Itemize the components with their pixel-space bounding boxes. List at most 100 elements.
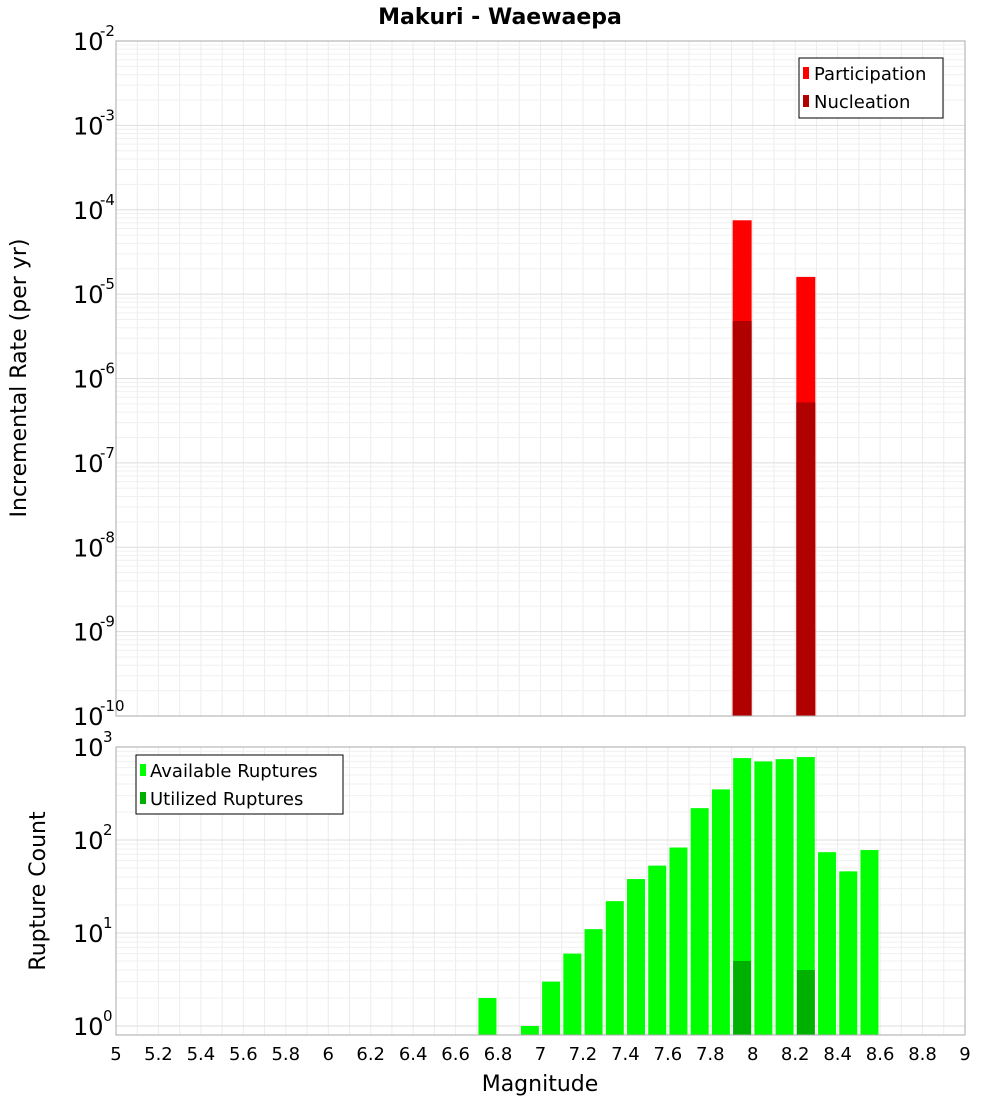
available-ruptures-bar	[478, 997, 497, 1035]
rate-y-tick-base: 10	[73, 281, 104, 309]
rate-y-tick-base: 10	[73, 703, 104, 731]
utilized-ruptures-bar	[733, 960, 752, 1035]
x-tick-label: 6	[323, 1044, 334, 1065]
available-ruptures-bar	[605, 901, 624, 1035]
x-tick-label: 7.4	[611, 1044, 640, 1065]
rate-y-tick-exponent: -3	[100, 106, 115, 124]
x-tick-label: 6.6	[441, 1044, 470, 1065]
x-tick-label: 5.2	[144, 1044, 173, 1065]
count-y-tick-base: 10	[73, 827, 104, 855]
x-tick-label: 7.8	[696, 1044, 725, 1065]
x-tick-label: 5.6	[229, 1044, 258, 1065]
available-ruptures-bar	[775, 759, 794, 1035]
rate-y-tick-label: 10-3	[73, 106, 115, 140]
rate-y-tick-label: 10-10	[73, 697, 125, 731]
rate-y-tick-label: 10-4	[73, 191, 115, 225]
rate-y-tick-base: 10	[73, 112, 104, 140]
available-ruptures-bar	[711, 789, 730, 1035]
rate-y-tick-label: 10-2	[73, 22, 115, 56]
x-tick-label: 5.8	[271, 1044, 300, 1065]
count-x-ticks: 5 5.2 5.4 5.6 5.8 6 6.2 6.4 6.6 6.8 7 7.2 7.4 7.6 7.8 8…	[110, 1044, 970, 1065]
available-ruptures-bar	[669, 847, 688, 1035]
rate-panel: 10-210-310-410-510-610-710-810-910-10 In…	[7, 22, 966, 731]
legend-swatch-available	[140, 764, 146, 776]
x-tick-label: 7.6	[654, 1044, 683, 1065]
legend-swatch-utilized	[140, 792, 146, 804]
legend-label-participation: Participation	[814, 64, 926, 85]
legend-label-available: Available Ruptures	[150, 761, 318, 782]
rate-legend-box	[798, 57, 944, 119]
available-ruptures-bar	[563, 953, 582, 1035]
available-ruptures-bar	[839, 871, 858, 1035]
available-ruptures-bar	[542, 981, 561, 1035]
x-tick-label: 8.6	[866, 1044, 895, 1065]
available-ruptures-bar	[860, 850, 879, 1035]
rate-y-tick-base: 10	[73, 197, 104, 225]
x-tick-label: 9	[959, 1044, 970, 1065]
x-tick-label: 5.4	[187, 1044, 216, 1065]
available-ruptures-bar	[627, 879, 646, 1035]
x-tick-label: 6.2	[356, 1044, 385, 1065]
count-y-tick-base: 10	[73, 734, 104, 762]
rate-y-tick-label: 10-6	[73, 360, 115, 394]
x-tick-label: 6.8	[484, 1044, 513, 1065]
rate-y-tick-base: 10	[73, 366, 104, 394]
count-legend: Available Ruptures Utilized Ruptures	[135, 754, 344, 815]
nucleation-bar	[732, 321, 752, 716]
count-y-tick-base: 10	[73, 1013, 104, 1041]
x-tick-label: 6.4	[399, 1044, 428, 1065]
rate-y-tick-base: 10	[73, 450, 104, 478]
count-y-tick-exponent: 3	[103, 728, 113, 746]
count-y-tick-exponent: 1	[103, 914, 113, 932]
legend-swatch-participation	[803, 67, 809, 79]
x-tick-label: 8	[747, 1044, 758, 1065]
rate-legend: Participation Nucleation	[798, 57, 944, 119]
rate-y-tick-exponent: -9	[100, 613, 115, 631]
count-y-tick-exponent: 0	[103, 1007, 113, 1025]
utilized-ruptures-bar	[796, 969, 815, 1035]
rate-y-tick-base: 10	[73, 28, 104, 56]
rate-y-tick-exponent: -5	[100, 275, 115, 293]
x-tick-label: 8.4	[823, 1044, 852, 1065]
available-ruptures-bar	[796, 757, 815, 1035]
rate-y-tick-exponent: -10	[100, 697, 125, 715]
rate-y-tick-label: 10-7	[73, 444, 115, 478]
rate-y-ticks: 10-210-310-410-510-610-710-810-910-10	[73, 22, 125, 731]
available-ruptures-bar	[754, 761, 773, 1035]
count-bars	[478, 757, 879, 1035]
rate-y-tick-label: 10-5	[73, 275, 115, 309]
rate-y-tick-exponent: -6	[100, 360, 115, 378]
available-ruptures-bar	[584, 929, 603, 1035]
chart-title: Makuri - Waewaepa	[378, 5, 622, 30]
legend-label-nucleation: Nucleation	[814, 92, 910, 113]
nucleation-bar	[796, 402, 816, 716]
count-legend-box	[135, 754, 344, 815]
rate-y-tick-label: 10-8	[73, 528, 115, 562]
x-tick-label: 8.2	[781, 1044, 810, 1065]
rate-grid	[115, 41, 966, 717]
available-ruptures-bar	[520, 1025, 539, 1035]
count-y-axis-label: Rupture Count	[26, 811, 51, 971]
rate-y-tick-exponent: -2	[100, 22, 115, 40]
available-ruptures-bar	[690, 808, 709, 1035]
rate-y-axis-label: Incremental Rate (per yr)	[7, 239, 32, 518]
rate-bars	[732, 220, 816, 717]
count-y-tick-exponent: 2	[103, 821, 113, 839]
legend-label-utilized: Utilized Ruptures	[150, 789, 303, 810]
count-y-tick-label: 10 2	[73, 821, 113, 855]
x-tick-label: 5	[110, 1044, 121, 1065]
rate-y-tick-exponent: -4	[100, 191, 115, 209]
available-ruptures-bar	[818, 852, 837, 1035]
rate-y-tick-base: 10	[73, 619, 104, 647]
count-y-tick-label: 10 3	[73, 728, 113, 762]
x-tick-label: 7.2	[569, 1044, 598, 1065]
count-plot-border	[115, 746, 966, 1036]
rate-plot-border	[115, 40, 966, 717]
x-tick-label: 7	[535, 1044, 546, 1065]
count-y-tick-base: 10	[73, 920, 104, 948]
rate-y-tick-exponent: -7	[100, 444, 115, 462]
legend-swatch-nucleation	[803, 95, 809, 107]
rate-y-tick-exponent: -8	[100, 528, 115, 546]
